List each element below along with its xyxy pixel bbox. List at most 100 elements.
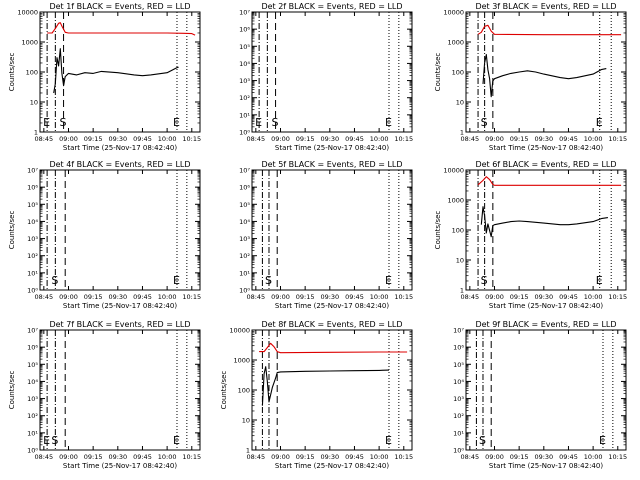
x-axis-label: Start Time (25-Nov-17 08:42:40) [489, 462, 603, 470]
y-tick-label: 10² [27, 412, 38, 420]
marker-label: S [60, 116, 67, 129]
y-tick-label: 10¹ [239, 269, 250, 277]
panel-title: Det 5f BLACK = Events, RED = LLD [261, 160, 402, 169]
y-tick-label: 1000 [447, 197, 464, 205]
y-tick-label: 100 [238, 387, 250, 395]
y-axis-label: Counts/sec [220, 371, 228, 410]
x-tick-label: 09:00 [59, 453, 78, 461]
plot-frame [251, 169, 413, 291]
x-tick-label: 09:30 [534, 135, 553, 143]
plot-frame [465, 329, 627, 451]
y-tick-label: 10⁷ [27, 167, 38, 175]
marker-label: E [385, 274, 392, 287]
x-axis-label: Start Time (25-Nov-17 08:42:40) [275, 144, 389, 152]
x-tick-label: 09:30 [320, 135, 339, 143]
y-tick-label: 10³ [453, 395, 464, 403]
x-tick-label: 08:45 [460, 135, 479, 143]
y-tick-label: 10⁶ [453, 344, 464, 352]
series-events-line [53, 48, 179, 94]
y-tick-label: 10⁵ [453, 361, 464, 369]
x-tick-label: 09:45 [559, 293, 578, 301]
marker-label: S [51, 274, 58, 287]
y-tick-label: 1 [460, 287, 464, 295]
marker-label: S [479, 434, 486, 447]
y-tick-label: 10⁰ [239, 287, 250, 295]
series-lld-line [477, 176, 622, 186]
panel-title: Det 1f BLACK = Events, RED = LLD [49, 2, 190, 11]
marker-label: S [265, 274, 272, 287]
y-axis-label: Counts/sec [8, 211, 16, 250]
y-tick-label: 10² [239, 252, 250, 260]
y-tick-label: 10¹ [27, 429, 38, 437]
marker-label: E [596, 274, 603, 287]
x-tick-label: 10:15 [394, 293, 413, 301]
y-tick-label: 10000 [443, 9, 464, 17]
x-tick-label: 10:15 [608, 135, 627, 143]
y-tick-label: 1000 [233, 357, 250, 365]
x-tick-label: 09:30 [534, 453, 553, 461]
y-tick-label: 10⁵ [27, 361, 38, 369]
x-tick-label: 09:15 [510, 135, 529, 143]
y-tick-label: 1 [460, 129, 464, 137]
plot-frame [39, 169, 201, 291]
x-tick-label: 09:30 [108, 135, 127, 143]
detector-panel-4: Det 4f BLACK = Events, RED = LLD Start Ti… [8, 160, 201, 310]
y-tick-label: 1 [246, 447, 250, 455]
y-tick-label: 10⁰ [27, 447, 38, 455]
y-axis-label: Counts/sec [8, 53, 16, 92]
y-tick-label: 10² [453, 412, 464, 420]
x-tick-label: 08:45 [460, 453, 479, 461]
y-tick-label: 100 [452, 69, 464, 77]
panel-title: Det 9f BLACK = Events, RED = LLD [475, 320, 616, 329]
panel-title: Det 4f BLACK = Events, RED = LLD [49, 160, 190, 169]
panel-title: Det 3f BLACK = Events, RED = LLD [475, 2, 616, 11]
panel-title: Det 2f BLACK = Events, RED = LLD [261, 2, 402, 11]
plot-frame [251, 329, 413, 451]
x-tick-label: 10:00 [584, 453, 603, 461]
y-tick-label: 10¹ [453, 429, 464, 437]
marker-label: E [596, 116, 603, 129]
detector-panel-5: Det 5f BLACK = Events, RED = LLD Start Ti… [239, 160, 413, 310]
x-axis-label: Start Time (25-Nov-17 08:42:40) [489, 302, 603, 310]
y-tick-label: 10000 [443, 167, 464, 175]
x-tick-label: 10:00 [370, 293, 389, 301]
x-tick-label: 09:15 [84, 135, 103, 143]
panel-title: Det 6f BLACK = Events, RED = LLD [475, 160, 616, 169]
y-tick-label: 1000 [447, 39, 464, 47]
y-axis-label: Counts/sec [434, 53, 442, 92]
y-tick-label: 10⁶ [239, 184, 250, 192]
x-tick-label: 09:00 [271, 293, 290, 301]
x-tick-label: 09:00 [485, 293, 504, 301]
x-tick-label: 09:15 [296, 293, 315, 301]
marker-label: E [385, 116, 392, 129]
x-tick-label: 09:45 [133, 453, 152, 461]
plot-frame [251, 11, 413, 133]
marker-label: E [599, 434, 606, 447]
marker-label: E [173, 434, 180, 447]
x-tick-label: 08:45 [34, 453, 53, 461]
marker-label: E [43, 434, 50, 447]
x-axis-label: Start Time (25-Nov-17 08:42:40) [275, 462, 389, 470]
detector-panel-1: Det 1f BLACK = Events, RED = LLD Start Ti… [8, 2, 201, 152]
x-tick-label: 08:45 [34, 135, 53, 143]
y-tick-label: 10⁶ [239, 26, 250, 34]
detector-panel-8: Det 8f BLACK = Events, RED = LLD Start Ti… [220, 320, 413, 470]
marker-label: E [255, 116, 262, 129]
x-tick-label: 10:00 [158, 135, 177, 143]
x-tick-label: 09:45 [559, 135, 578, 143]
y-axis-label: Counts/sec [8, 371, 16, 410]
x-axis-label: Start Time (25-Nov-17 08:42:40) [489, 144, 603, 152]
x-tick-label: 09:15 [84, 453, 103, 461]
series-events-line [261, 366, 390, 406]
plot-frame [39, 329, 201, 451]
panel-title: Det 8f BLACK = Events, RED = LLD [261, 320, 402, 329]
y-tick-label: 10¹ [27, 269, 38, 277]
x-tick-label: 10:00 [370, 453, 389, 461]
marker-label: E [43, 116, 50, 129]
y-tick-label: 10⁴ [27, 218, 38, 226]
y-tick-label: 100 [26, 69, 38, 77]
x-tick-label: 10:00 [584, 293, 603, 301]
panel-title: Det 7f BLACK = Events, RED = LLD [49, 320, 190, 329]
y-tick-label: 10⁵ [239, 201, 250, 209]
y-tick-label: 10⁷ [27, 327, 38, 335]
